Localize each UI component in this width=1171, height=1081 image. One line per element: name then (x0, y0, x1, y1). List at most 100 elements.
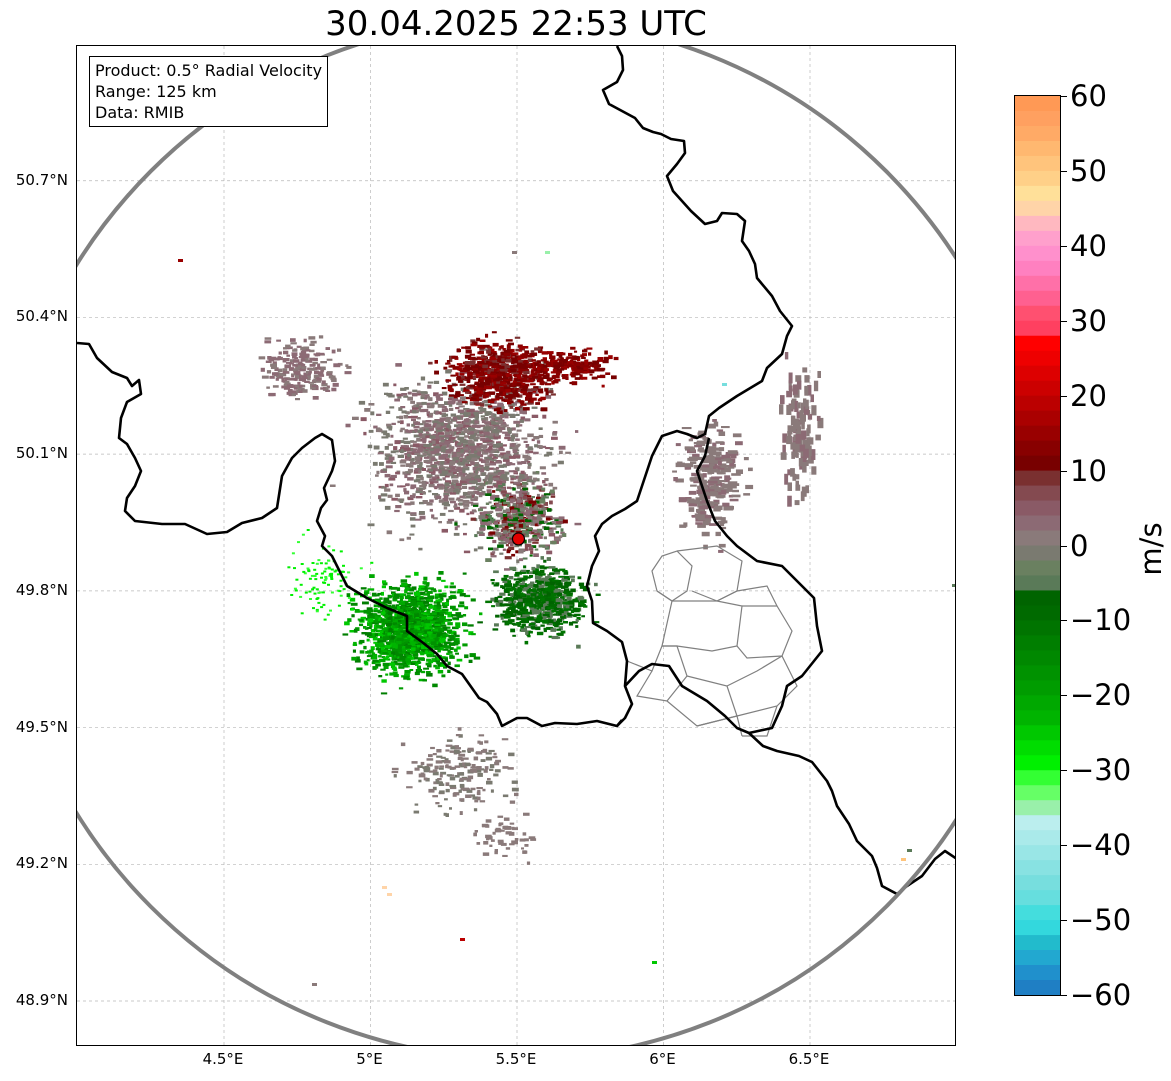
echo-gate (552, 432, 557, 436)
echo-gate (478, 366, 484, 371)
echo-gate (459, 593, 466, 597)
echo-gate (520, 390, 527, 394)
echo-gate (522, 368, 529, 371)
echo-gate (425, 584, 429, 587)
echo-gate (592, 360, 600, 364)
echo-gate (505, 339, 513, 342)
echo-gate (731, 494, 741, 498)
echo-gate (537, 513, 541, 517)
echo-gate (410, 460, 414, 464)
echo-gate (441, 391, 448, 396)
echo-gate (434, 623, 441, 627)
echo-gate (499, 488, 505, 493)
echo-gate (422, 581, 427, 585)
echo-gate (363, 645, 367, 650)
echo-gate (422, 623, 427, 627)
echo-gate (410, 440, 417, 443)
echo-gate (552, 420, 558, 424)
echo-gate (434, 370, 439, 375)
echo-gate (403, 395, 409, 398)
echo-gate (483, 392, 491, 395)
echo-gate (505, 471, 510, 475)
echo-gate (405, 483, 410, 486)
echo-gate (515, 400, 519, 404)
echo-gate (504, 412, 508, 415)
echo-gate (447, 661, 451, 666)
echo-gate (517, 624, 521, 627)
echo-gate (400, 387, 407, 391)
echo-gate (574, 369, 581, 373)
echo-gate (487, 370, 491, 374)
echo-gate (493, 531, 499, 535)
echo-gate (470, 365, 475, 369)
echo-gate (503, 597, 509, 602)
echo-gate (727, 466, 735, 469)
echo-gate (548, 482, 554, 487)
echo-gate (449, 651, 453, 654)
radar-map[interactable] (76, 45, 956, 1046)
echo-gate (505, 515, 512, 518)
echo-gate (473, 473, 478, 476)
echo-gate (498, 464, 504, 468)
echo-gate (684, 446, 690, 450)
echo-gate (437, 445, 444, 448)
echo-gate (716, 495, 724, 499)
echo-gate (522, 620, 529, 624)
echo-gate (527, 634, 531, 638)
echo-gate (412, 647, 420, 650)
echo-gate (525, 530, 530, 535)
echo-gate (517, 612, 524, 615)
echo-gate (543, 559, 547, 563)
echo-gate (457, 436, 465, 441)
echo-gate (536, 379, 544, 383)
echo-gate (396, 616, 404, 619)
echo-gate (407, 453, 411, 458)
echo-gate (356, 656, 360, 660)
echo-gate (419, 427, 424, 430)
echo-gate (412, 653, 419, 657)
echo-gate (571, 381, 578, 386)
echo-gate (385, 633, 390, 637)
echo-gate (397, 485, 403, 488)
echo-gate (539, 594, 544, 598)
echo-gate (429, 428, 433, 432)
echo-gate (428, 625, 432, 628)
echo-gate (548, 527, 553, 530)
echo-gate (415, 643, 421, 646)
echo-gate (503, 409, 508, 412)
echo-gate (392, 671, 398, 675)
echo-gate (389, 476, 396, 481)
echo-gate (433, 480, 439, 484)
echo-gate (474, 491, 480, 494)
echo-gate (436, 397, 443, 401)
echo-gate (492, 422, 500, 425)
echo-gate (479, 339, 486, 342)
echo-gate (443, 492, 450, 497)
echo-gate (496, 504, 503, 508)
echo-gate (380, 607, 386, 611)
echo-gate (536, 493, 540, 498)
echo-gate (570, 588, 576, 593)
echo-gate (420, 652, 425, 656)
echo-gate (701, 467, 711, 472)
echo-gate (517, 461, 523, 465)
echo-gate (531, 388, 538, 391)
echo-gate (525, 520, 533, 524)
echo-gate (510, 434, 515, 439)
echo-gate (534, 508, 541, 512)
echo-gate (579, 604, 586, 607)
echo-gate (544, 520, 548, 524)
echo-gate (455, 488, 459, 492)
echo-gate (531, 496, 535, 499)
echo-gate (522, 557, 528, 560)
echo-gate (378, 495, 382, 500)
echo-gate (413, 620, 418, 624)
echo-gate (459, 495, 465, 498)
echo-gate (467, 432, 472, 435)
echo-gate (541, 603, 548, 607)
echo-gate (459, 454, 464, 457)
echo-gate (380, 493, 388, 497)
echo-gate (522, 374, 528, 378)
echo-gate (782, 433, 787, 443)
echo-gate (422, 608, 426, 612)
